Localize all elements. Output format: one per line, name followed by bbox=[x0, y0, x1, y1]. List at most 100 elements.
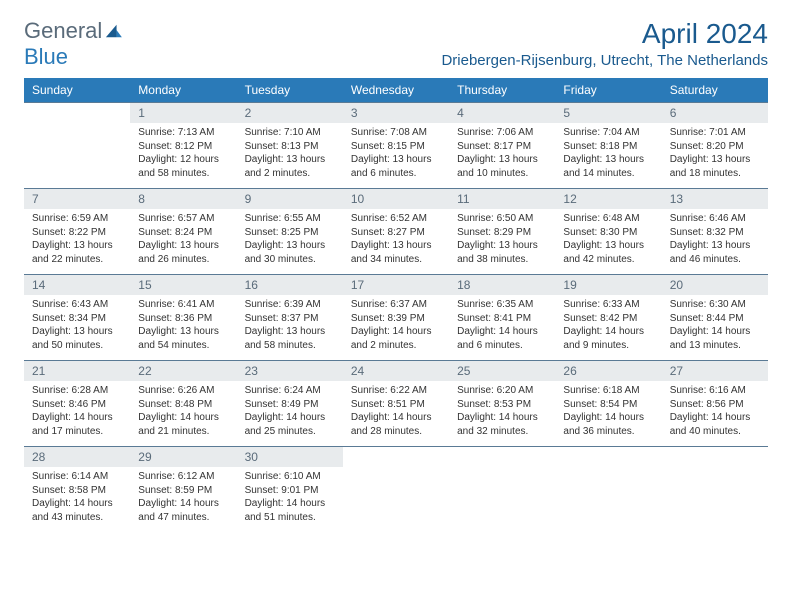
day-data: Sunrise: 6:39 AMSunset: 8:37 PMDaylight:… bbox=[237, 295, 343, 355]
calendar-cell: 18Sunrise: 6:35 AMSunset: 8:41 PMDayligh… bbox=[449, 275, 555, 361]
day-number: 21 bbox=[24, 361, 130, 381]
calendar-cell bbox=[662, 447, 768, 533]
day-data: Sunrise: 6:24 AMSunset: 8:49 PMDaylight:… bbox=[237, 381, 343, 441]
day-number: 25 bbox=[449, 361, 555, 381]
day-header: Saturday bbox=[662, 78, 768, 103]
day-number: 10 bbox=[343, 189, 449, 209]
day-data: Sunrise: 7:10 AMSunset: 8:13 PMDaylight:… bbox=[237, 123, 343, 183]
calendar-cell: 6Sunrise: 7:01 AMSunset: 8:20 PMDaylight… bbox=[662, 103, 768, 189]
day-number: 6 bbox=[662, 103, 768, 123]
calendar-row: 1Sunrise: 7:13 AMSunset: 8:12 PMDaylight… bbox=[24, 103, 768, 189]
day-header: Thursday bbox=[449, 78, 555, 103]
day-data: Sunrise: 6:33 AMSunset: 8:42 PMDaylight:… bbox=[555, 295, 661, 355]
day-number: 17 bbox=[343, 275, 449, 295]
day-number: 2 bbox=[237, 103, 343, 123]
day-number: 20 bbox=[662, 275, 768, 295]
day-number: 30 bbox=[237, 447, 343, 467]
day-data: Sunrise: 6:41 AMSunset: 8:36 PMDaylight:… bbox=[130, 295, 236, 355]
day-number: 5 bbox=[555, 103, 661, 123]
day-data: Sunrise: 7:08 AMSunset: 8:15 PMDaylight:… bbox=[343, 123, 449, 183]
day-data: Sunrise: 6:18 AMSunset: 8:54 PMDaylight:… bbox=[555, 381, 661, 441]
day-number: 29 bbox=[130, 447, 236, 467]
day-data: Sunrise: 6:22 AMSunset: 8:51 PMDaylight:… bbox=[343, 381, 449, 441]
calendar-cell: 29Sunrise: 6:12 AMSunset: 8:59 PMDayligh… bbox=[130, 447, 236, 533]
day-number: 9 bbox=[237, 189, 343, 209]
day-data: Sunrise: 6:57 AMSunset: 8:24 PMDaylight:… bbox=[130, 209, 236, 269]
calendar-row: 7Sunrise: 6:59 AMSunset: 8:22 PMDaylight… bbox=[24, 189, 768, 275]
page-title: April 2024 bbox=[441, 18, 768, 50]
day-data: Sunrise: 6:20 AMSunset: 8:53 PMDaylight:… bbox=[449, 381, 555, 441]
calendar-cell: 5Sunrise: 7:04 AMSunset: 8:18 PMDaylight… bbox=[555, 103, 661, 189]
calendar-cell: 10Sunrise: 6:52 AMSunset: 8:27 PMDayligh… bbox=[343, 189, 449, 275]
day-number: 14 bbox=[24, 275, 130, 295]
calendar-cell: 11Sunrise: 6:50 AMSunset: 8:29 PMDayligh… bbox=[449, 189, 555, 275]
day-data: Sunrise: 6:28 AMSunset: 8:46 PMDaylight:… bbox=[24, 381, 130, 441]
day-number: 23 bbox=[237, 361, 343, 381]
day-number: 26 bbox=[555, 361, 661, 381]
day-number: 1 bbox=[130, 103, 236, 123]
day-number: 24 bbox=[343, 361, 449, 381]
empty-day bbox=[555, 447, 661, 467]
calendar-cell bbox=[24, 103, 130, 189]
logo: GeneralBlue bbox=[24, 18, 122, 70]
empty-day bbox=[662, 447, 768, 467]
day-number: 4 bbox=[449, 103, 555, 123]
empty-day bbox=[24, 103, 130, 123]
calendar-cell: 30Sunrise: 6:10 AMSunset: 9:01 PMDayligh… bbox=[237, 447, 343, 533]
day-number: 22 bbox=[130, 361, 236, 381]
calendar-cell: 25Sunrise: 6:20 AMSunset: 8:53 PMDayligh… bbox=[449, 361, 555, 447]
logo-text-1: General bbox=[24, 18, 102, 44]
calendar-cell: 8Sunrise: 6:57 AMSunset: 8:24 PMDaylight… bbox=[130, 189, 236, 275]
calendar-cell: 26Sunrise: 6:18 AMSunset: 8:54 PMDayligh… bbox=[555, 361, 661, 447]
day-number: 18 bbox=[449, 275, 555, 295]
day-header: Sunday bbox=[24, 78, 130, 103]
day-data: Sunrise: 6:55 AMSunset: 8:25 PMDaylight:… bbox=[237, 209, 343, 269]
day-header: Monday bbox=[130, 78, 236, 103]
title-block: April 2024 Driebergen-Rijsenburg, Utrech… bbox=[441, 18, 768, 69]
empty-day bbox=[343, 447, 449, 467]
calendar-cell: 17Sunrise: 6:37 AMSunset: 8:39 PMDayligh… bbox=[343, 275, 449, 361]
day-data: Sunrise: 7:01 AMSunset: 8:20 PMDaylight:… bbox=[662, 123, 768, 183]
day-number: 7 bbox=[24, 189, 130, 209]
day-data: Sunrise: 6:14 AMSunset: 8:58 PMDaylight:… bbox=[24, 467, 130, 527]
calendar-cell: 23Sunrise: 6:24 AMSunset: 8:49 PMDayligh… bbox=[237, 361, 343, 447]
day-number: 28 bbox=[24, 447, 130, 467]
day-header: Tuesday bbox=[237, 78, 343, 103]
day-data: Sunrise: 6:12 AMSunset: 8:59 PMDaylight:… bbox=[130, 467, 236, 527]
calendar-cell: 13Sunrise: 6:46 AMSunset: 8:32 PMDayligh… bbox=[662, 189, 768, 275]
calendar-row: 14Sunrise: 6:43 AMSunset: 8:34 PMDayligh… bbox=[24, 275, 768, 361]
day-data: Sunrise: 6:50 AMSunset: 8:29 PMDaylight:… bbox=[449, 209, 555, 269]
day-header-row: SundayMondayTuesdayWednesdayThursdayFrid… bbox=[24, 78, 768, 103]
empty-day bbox=[449, 447, 555, 467]
day-number: 27 bbox=[662, 361, 768, 381]
calendar-cell: 27Sunrise: 6:16 AMSunset: 8:56 PMDayligh… bbox=[662, 361, 768, 447]
day-data: Sunrise: 6:52 AMSunset: 8:27 PMDaylight:… bbox=[343, 209, 449, 269]
calendar-cell: 7Sunrise: 6:59 AMSunset: 8:22 PMDaylight… bbox=[24, 189, 130, 275]
calendar-cell: 1Sunrise: 7:13 AMSunset: 8:12 PMDaylight… bbox=[130, 103, 236, 189]
day-data: Sunrise: 6:46 AMSunset: 8:32 PMDaylight:… bbox=[662, 209, 768, 269]
logo-text-2: Blue bbox=[24, 44, 68, 69]
calendar-cell: 21Sunrise: 6:28 AMSunset: 8:46 PMDayligh… bbox=[24, 361, 130, 447]
day-header: Friday bbox=[555, 78, 661, 103]
calendar-cell: 3Sunrise: 7:08 AMSunset: 8:15 PMDaylight… bbox=[343, 103, 449, 189]
calendar-cell: 9Sunrise: 6:55 AMSunset: 8:25 PMDaylight… bbox=[237, 189, 343, 275]
day-data: Sunrise: 6:43 AMSunset: 8:34 PMDaylight:… bbox=[24, 295, 130, 355]
day-number: 13 bbox=[662, 189, 768, 209]
day-number: 8 bbox=[130, 189, 236, 209]
day-data: Sunrise: 7:06 AMSunset: 8:17 PMDaylight:… bbox=[449, 123, 555, 183]
calendar-cell: 2Sunrise: 7:10 AMSunset: 8:13 PMDaylight… bbox=[237, 103, 343, 189]
calendar-cell: 19Sunrise: 6:33 AMSunset: 8:42 PMDayligh… bbox=[555, 275, 661, 361]
day-number: 11 bbox=[449, 189, 555, 209]
day-data: Sunrise: 6:37 AMSunset: 8:39 PMDaylight:… bbox=[343, 295, 449, 355]
calendar-cell: 22Sunrise: 6:26 AMSunset: 8:48 PMDayligh… bbox=[130, 361, 236, 447]
day-data: Sunrise: 6:16 AMSunset: 8:56 PMDaylight:… bbox=[662, 381, 768, 441]
calendar-cell: 12Sunrise: 6:48 AMSunset: 8:30 PMDayligh… bbox=[555, 189, 661, 275]
header: GeneralBlue April 2024 Driebergen-Rijsen… bbox=[24, 18, 768, 70]
location-text: Driebergen-Rijsenburg, Utrecht, The Neth… bbox=[441, 52, 768, 69]
day-number: 15 bbox=[130, 275, 236, 295]
calendar-row: 28Sunrise: 6:14 AMSunset: 8:58 PMDayligh… bbox=[24, 447, 768, 533]
day-number: 19 bbox=[555, 275, 661, 295]
day-data: Sunrise: 6:10 AMSunset: 9:01 PMDaylight:… bbox=[237, 467, 343, 527]
logo-sail-icon bbox=[104, 23, 122, 44]
day-data: Sunrise: 6:35 AMSunset: 8:41 PMDaylight:… bbox=[449, 295, 555, 355]
